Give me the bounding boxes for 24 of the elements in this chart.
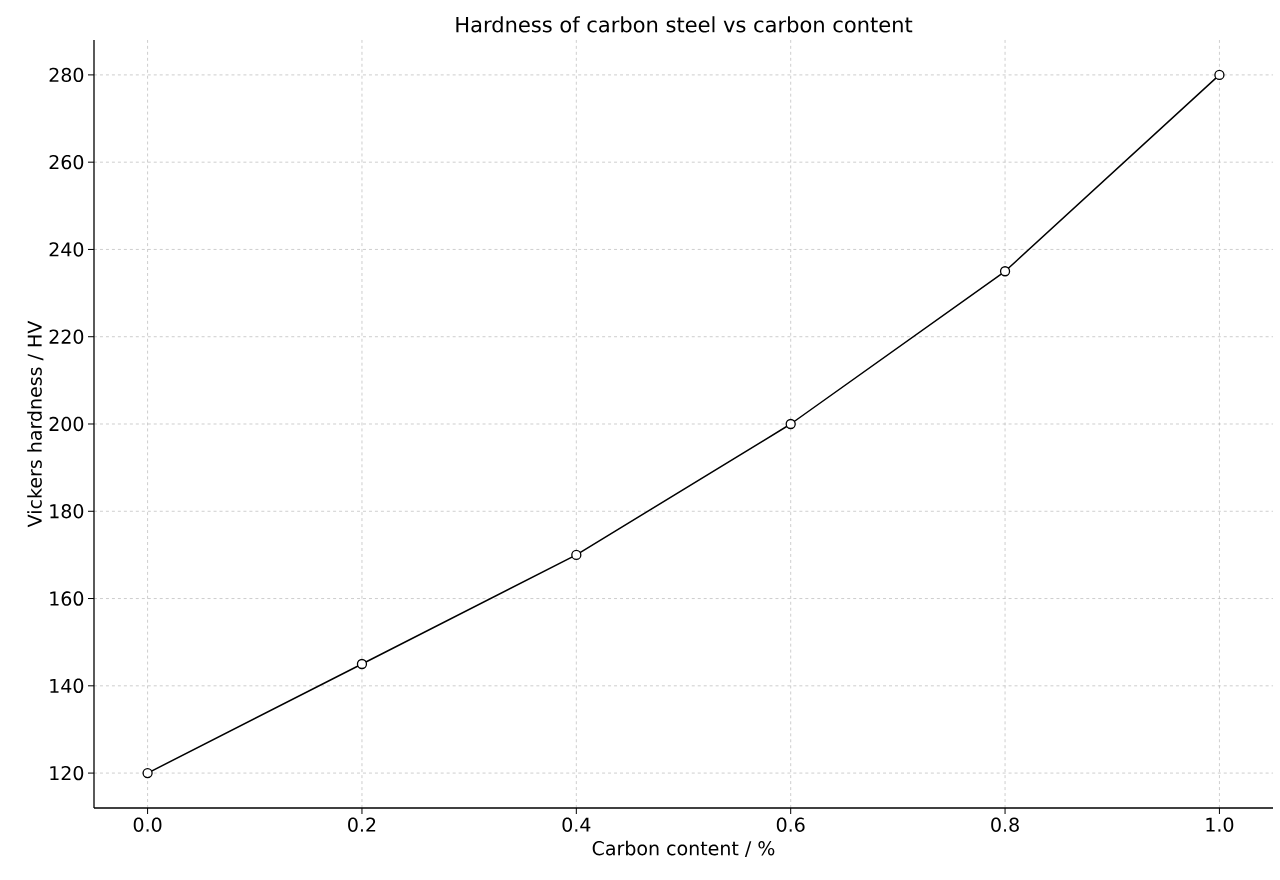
x-axis-title: Carbon content / % xyxy=(592,840,775,857)
point xyxy=(785,418,796,430)
y-tick-label: 280 xyxy=(49,67,84,83)
point xyxy=(571,549,582,561)
y-tick-label: 220 xyxy=(49,329,84,344)
chart-title: Hardness of carbon steel vs carbon content xyxy=(456,16,913,33)
x-tick-label: 0.4 xyxy=(562,817,591,832)
point xyxy=(356,658,368,670)
point xyxy=(142,767,153,779)
y-tick-label: 140 xyxy=(50,678,84,693)
point xyxy=(1214,69,1225,81)
y-tick-label: 120 xyxy=(50,765,84,781)
x-tick-label: 0.2 xyxy=(348,817,376,832)
y-tick-label: 240 xyxy=(49,242,84,257)
x-tick-label: 0.8 xyxy=(991,817,1019,832)
x-tick-label: 1.0 xyxy=(1206,817,1234,832)
y-tick-label: 180 xyxy=(50,504,84,519)
x-tick-label: 0.0 xyxy=(133,817,162,832)
y-tick-label: 160 xyxy=(50,591,84,606)
y-tick-label: 260 xyxy=(49,154,84,170)
y-axis-title: Vickers hardness / HV xyxy=(27,320,44,528)
y-tick-label: 200 xyxy=(49,416,84,432)
x-tick-label: 0.6 xyxy=(776,817,805,832)
point xyxy=(999,266,1011,277)
